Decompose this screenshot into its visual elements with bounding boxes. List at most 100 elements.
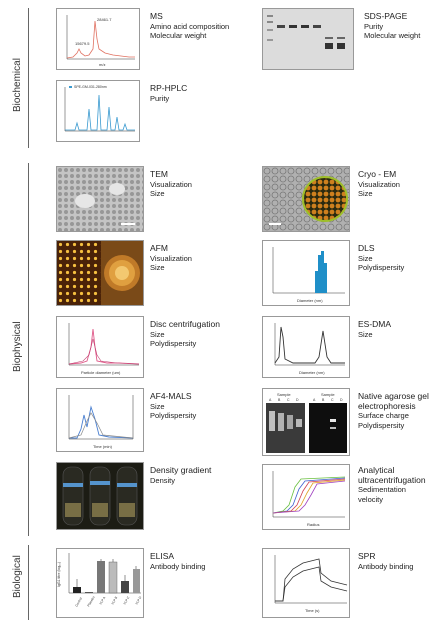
auc-title-2: ultracentrifugation [358,474,426,485]
af4-line-1: Size [150,401,165,411]
rphplc-title: RP-HPLC [150,83,188,93]
ms-spectrum-thumbnail: 28461.7 15679.5 m/z [56,8,140,70]
afm-title: AFM [150,243,168,253]
disc-title: Disc centrifugation [150,319,220,329]
disc-caption: Disc centrifugation Size Polydispersity [150,319,220,349]
elisa-cat-vlp-b: VLP B [110,596,118,606]
af4-mals-thumbnail: Time (min) [56,388,144,452]
elisa-cat-control: Control [74,596,83,607]
tem-line-2: Size [150,189,165,198]
auc-line-1: Sedimentation [358,485,406,494]
agarose-line-1: Surface charge [358,411,409,420]
agarose-caption: Native agarose gel electrophoresis Surfa… [358,391,429,430]
elisa-line-1: Antibody binding [150,561,206,571]
dls-xlabel: Diameter (nm) [297,298,323,303]
spr-line-1: Antibody binding [358,561,414,571]
section-label-biological: Biological [12,555,23,598]
agarose-lane-d2: D [340,398,343,402]
cryoem-caption: Cryo - EM Visualization Size [358,169,400,199]
auc-title: Analytical [358,465,395,475]
density-title: Density gradient [150,465,212,475]
afm-image [56,240,144,306]
ms-xlabel: m/z [99,62,105,67]
afm-line-2: Size [150,263,165,272]
auc-caption: Analytical ultracentrifugation Sedimenta… [358,465,426,504]
dls-title: DLS [358,243,375,253]
spr-sensorgram-thumbnail: Time (s) [262,548,350,618]
sds-line-1: Purity [364,21,384,31]
ms-peak2-label: 28461.7 [97,17,112,22]
dls-histogram-thumbnail: Diameter (nm) [262,240,350,306]
dls-line-1: Size [358,253,373,263]
tem-title: TEM [150,169,168,179]
esdma-title: ES-DMA [358,319,392,329]
agarose-gel-image: Sample Sample A B C D A B C D [262,388,350,456]
disc-centrifugation-thumbnail: Particle diameter (um) [56,316,144,378]
dls-caption: DLS Size Polydispersity [358,243,405,273]
esdma-thumbnail: Diameter (nm) [262,316,350,378]
elisa-title: ELISA [150,551,175,561]
disc-line-1: Size [150,329,165,339]
agarose-line-2: Polydispersity [358,420,405,430]
tem-caption: TEM Visualization Size [150,169,192,199]
spr-caption: SPR Antibody binding [358,551,414,571]
auc-line-2: velocity [358,494,384,504]
section-label-biochemical: Biochemical [12,58,23,112]
agarose-lane-a2: A [313,398,316,402]
density-caption: Density gradient Density [150,465,212,485]
sds-page-gel-image [262,8,354,70]
cryoem-title: Cryo - EM [358,169,397,179]
sds-title: SDS-PAGE [364,11,408,21]
sds-caption: SDS-PAGE Purity Molecular weight [364,11,421,41]
rphplc-legend: SPE-GM-031-280nm [74,85,107,89]
elisa-caption: ELISA Antibody binding [150,551,206,571]
agarose-lane-a: A [269,398,272,402]
esdma-caption: ES-DMA Size [358,319,392,339]
elisa-cat-placebo: Placebo [86,595,95,607]
tem-line-1: Visualization [150,179,192,189]
afm-line-1: Visualization [150,253,192,263]
agarose-lane-b: B [278,398,281,402]
sds-line-2: Molecular weight [364,31,421,40]
agarose-lane-header-1: Sample [277,392,291,397]
auc-xlabel: Radius [307,522,319,527]
af4-line-2: Polydispersity [150,411,197,420]
cryoem-micrograph-image [262,166,350,232]
elisa-ylabel: IgG1 titre (log₁₀) [57,562,61,587]
agarose-title: Native agarose gel [358,391,429,401]
biological-bracket [28,545,29,620]
rphplc-chromatogram-thumbnail: SPE-GM-031-280nm [56,80,140,142]
disc-xlabel: Particle diameter (um) [81,370,121,375]
spr-title: SPR [358,551,376,561]
agarose-title-2: electrophoresis [358,400,416,411]
af4-title: AF4-MALS [150,391,192,401]
ms-caption: MS Amino acid composition Molecular weig… [150,11,230,41]
ms-line-2: Molecular weight [150,31,207,40]
auc-thumbnail: Radius [262,464,350,530]
afm-caption: AFM Visualization Size [150,243,192,273]
ms-title: MS [150,11,163,21]
elisa-cat-vlp-c: VLP C [122,595,130,606]
rphplc-line-1: Purity [150,93,170,103]
esdma-line-1: Size [358,329,373,339]
biophysical-bracket [28,163,29,536]
agarose-lane-header-2: Sample [321,392,335,397]
agarose-lane-c: C [287,398,290,402]
elisa-bar-chart-thumbnail: IgG1 titre (log₁₀) Control Placebo VLP A… [56,548,144,618]
af4-caption: AF4-MALS Size Polydispersity [150,391,197,421]
dls-line-2: Polydispersity [358,263,405,272]
ms-peak1-label: 15679.5 [75,41,90,46]
agarose-lane-d: D [296,398,299,402]
section-label-biophysical: Biophysical [12,321,23,372]
ms-line-1: Amino acid composition [150,21,230,31]
af4-xlabel: Time (min) [93,444,113,449]
density-gradient-image [56,462,144,530]
agarose-lane-c2: C [331,398,334,402]
biochemical-bracket [28,8,29,148]
density-line-1: Density [150,475,176,485]
cryoem-line-1: Visualization [358,179,400,189]
rphplc-caption: RP-HPLC Purity [150,83,188,103]
spr-xlabel: Time (s) [305,608,320,613]
elisa-cat-vlp-d: VLP D [134,595,142,606]
tem-micrograph-image [56,166,144,232]
